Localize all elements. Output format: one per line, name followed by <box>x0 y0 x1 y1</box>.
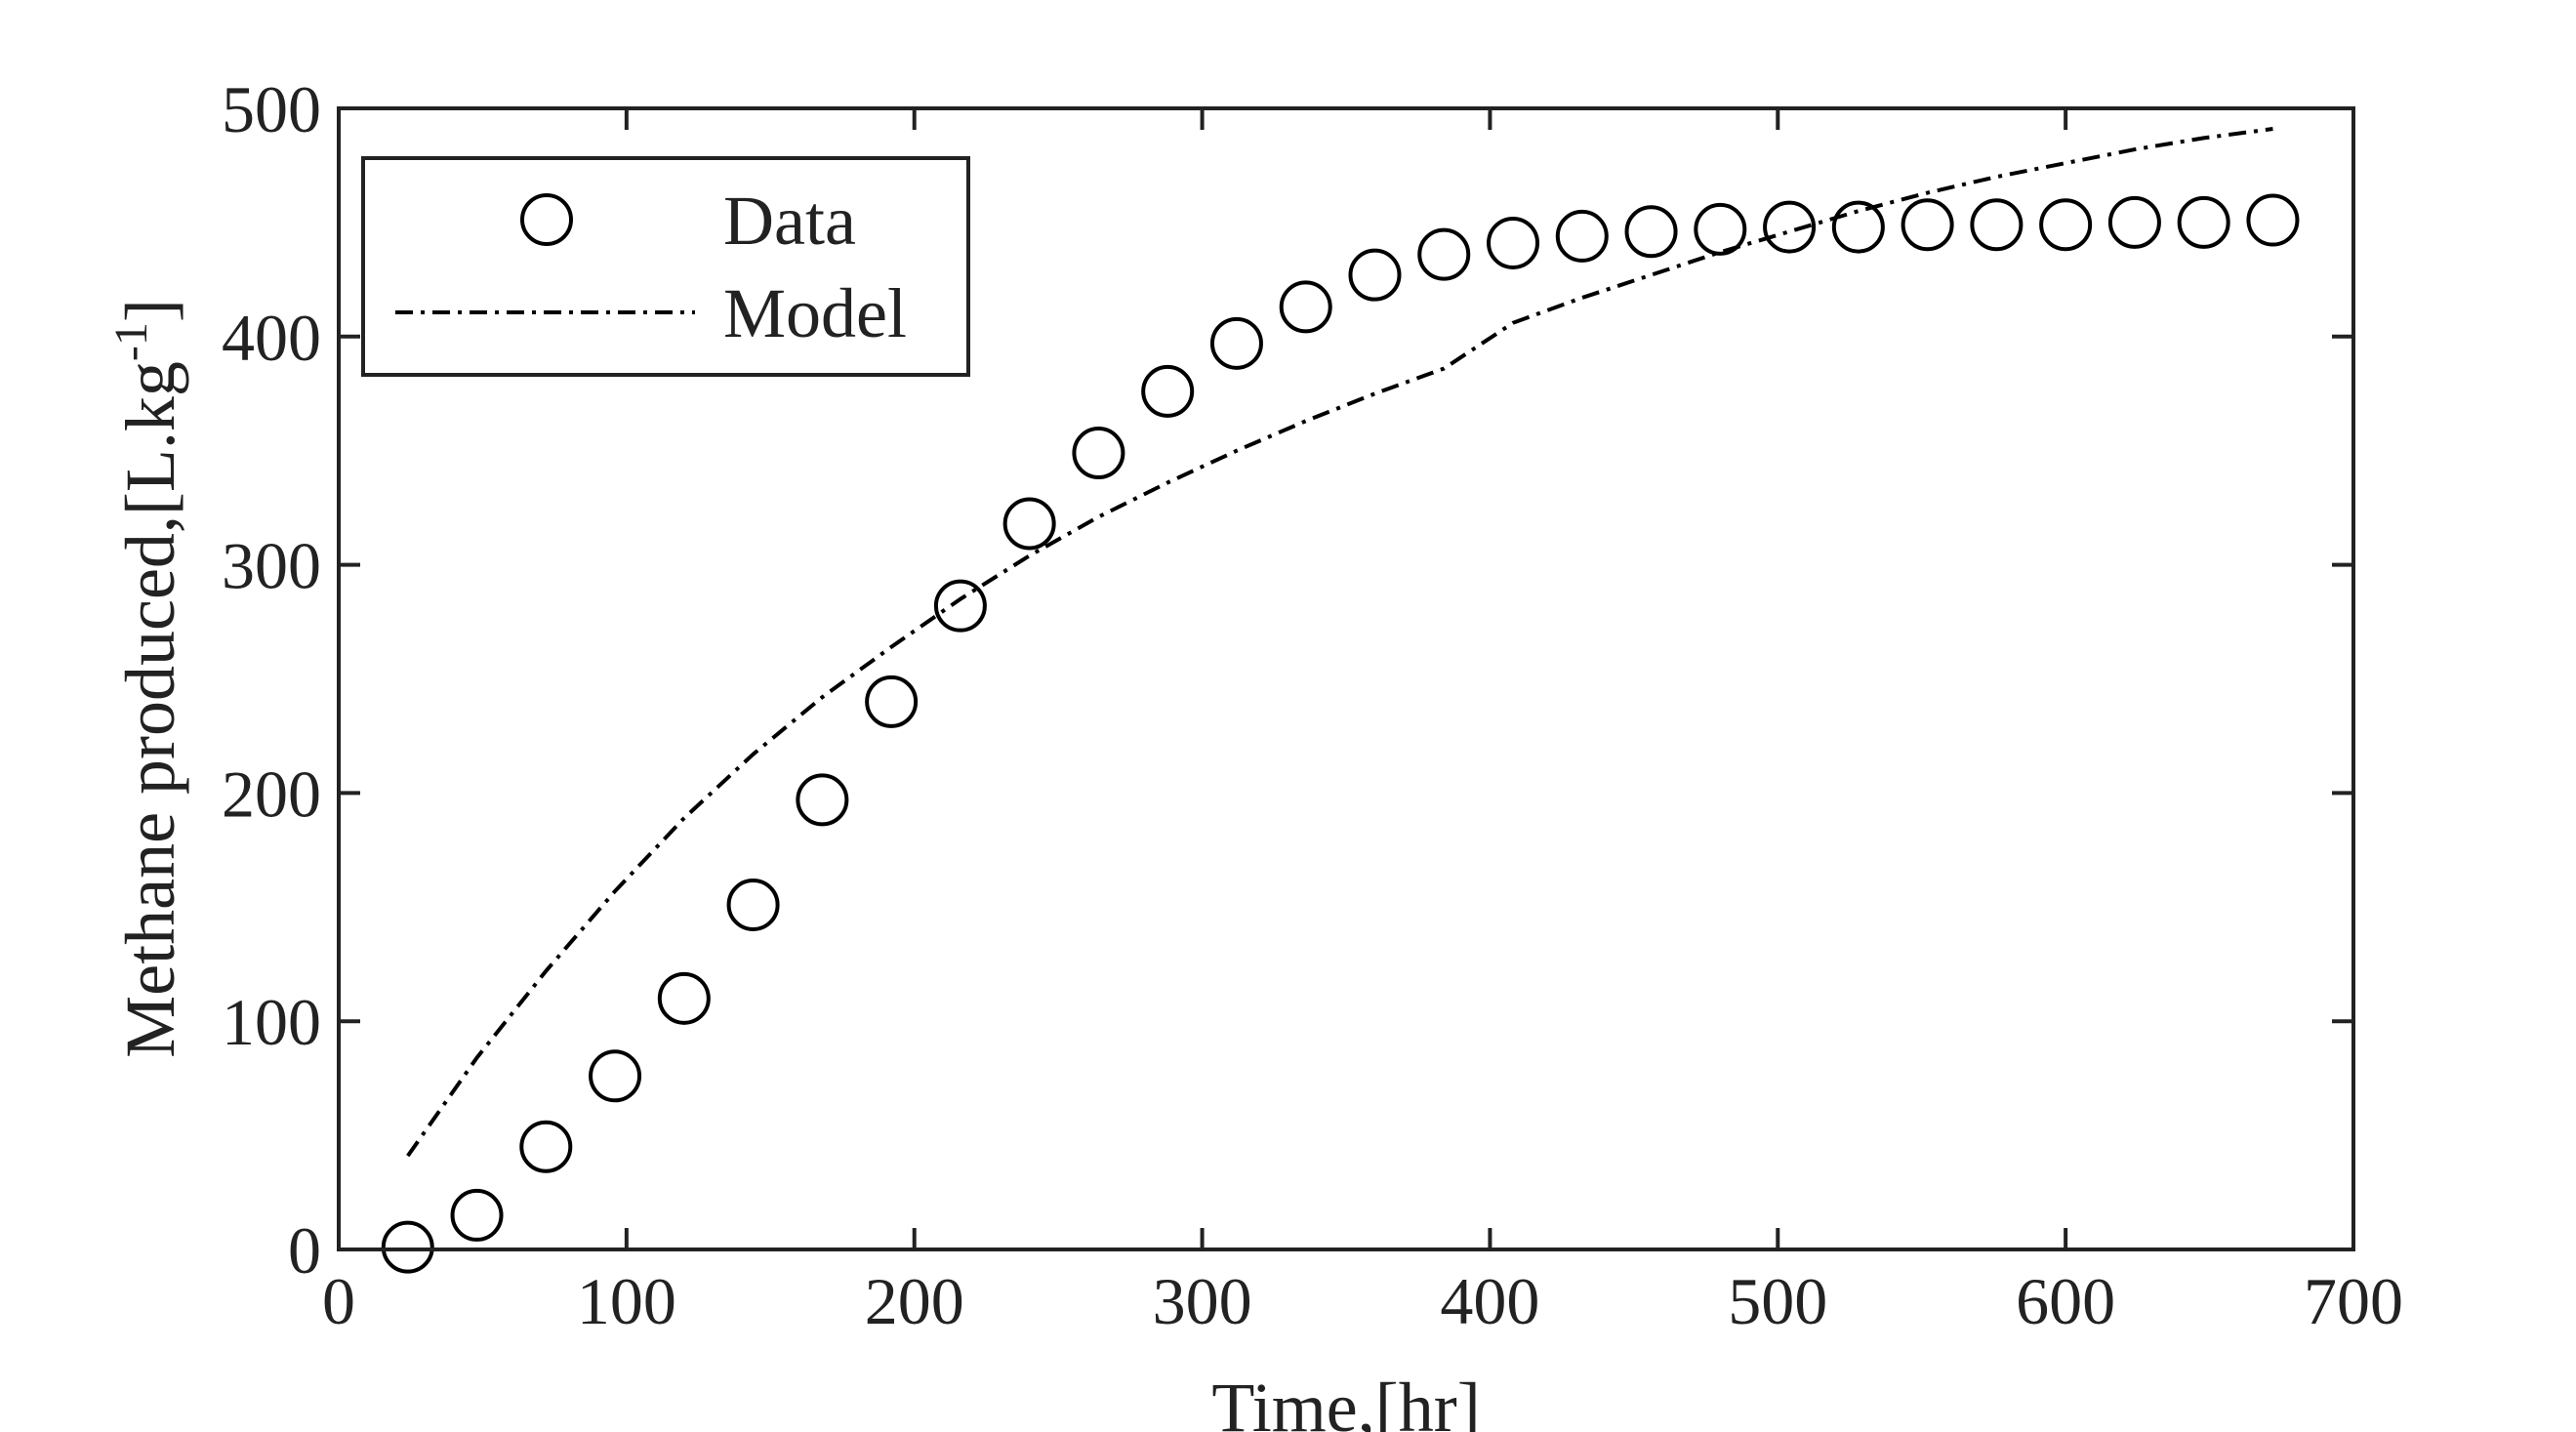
x-tick-label: 0 <box>322 1264 355 1338</box>
data-point <box>1694 202 1747 256</box>
marks-layer <box>381 127 2300 1274</box>
data-point <box>1487 216 1540 269</box>
data-point <box>2177 195 2230 249</box>
data-point <box>657 971 711 1025</box>
data-point <box>726 878 780 931</box>
data-point <box>519 1120 573 1173</box>
x-tick-label: 200 <box>865 1264 964 1338</box>
data-point <box>2246 193 2300 247</box>
x-tick-label: 300 <box>1153 1264 1252 1338</box>
data-point <box>2039 198 2093 252</box>
data-point <box>1072 427 1125 480</box>
legend-label-data: Data <box>723 182 856 260</box>
x-tick-label: 100 <box>577 1264 676 1338</box>
data-point <box>865 675 919 728</box>
data-point <box>1970 198 2024 252</box>
model-line <box>406 127 2273 1158</box>
y-axis-title-close: ] <box>111 299 189 322</box>
ticks-layer: 0 100 200 300 400 500 600 700 0 100 200 300 400 500 <box>222 72 2403 1338</box>
data-point <box>381 1220 434 1274</box>
x-tick-label: 600 <box>2016 1264 2115 1338</box>
y-tick-label: 300 <box>222 529 321 603</box>
y-axis-title: Methane produced,[L.kg-1] <box>105 299 189 1058</box>
x-tick-label: 700 <box>2304 1264 2403 1338</box>
data-point <box>2107 195 2161 249</box>
y-tick-label: 500 <box>222 72 321 146</box>
y-tick-label: 0 <box>288 1213 321 1288</box>
data-point <box>933 579 987 633</box>
legend-label-model: Model <box>723 274 907 352</box>
y-axis-title-superscript: -1 <box>105 322 157 361</box>
data-point <box>1279 280 1332 334</box>
y-axis-title-main: Methane produced,[L.kg <box>111 361 189 1058</box>
data-point <box>1831 200 1885 254</box>
legend: Data Model <box>361 156 970 377</box>
data-point <box>1209 316 1263 370</box>
data-point <box>796 773 849 827</box>
y-tick-label: 100 <box>222 985 321 1059</box>
data-point <box>1348 248 1402 302</box>
plot-frame <box>337 106 2355 1251</box>
legend-box <box>361 156 970 377</box>
y-tick-label: 200 <box>222 757 321 831</box>
data-point <box>1555 209 1609 263</box>
x-tick-label: 500 <box>1728 1264 1827 1338</box>
data-point <box>1624 205 1678 259</box>
data-point <box>1002 497 1056 551</box>
y-tick-label: 400 <box>222 301 321 375</box>
x-axis-title: Time,[hr] <box>1211 1369 1480 1432</box>
legend-marker-data <box>520 193 573 246</box>
data-point <box>1417 227 1471 281</box>
data-point <box>1901 198 1954 252</box>
data-point <box>1141 364 1195 418</box>
data-point <box>450 1188 504 1242</box>
data-point <box>1763 200 1817 254</box>
x-tick-label: 400 <box>1440 1264 1539 1338</box>
data-point <box>589 1049 642 1103</box>
